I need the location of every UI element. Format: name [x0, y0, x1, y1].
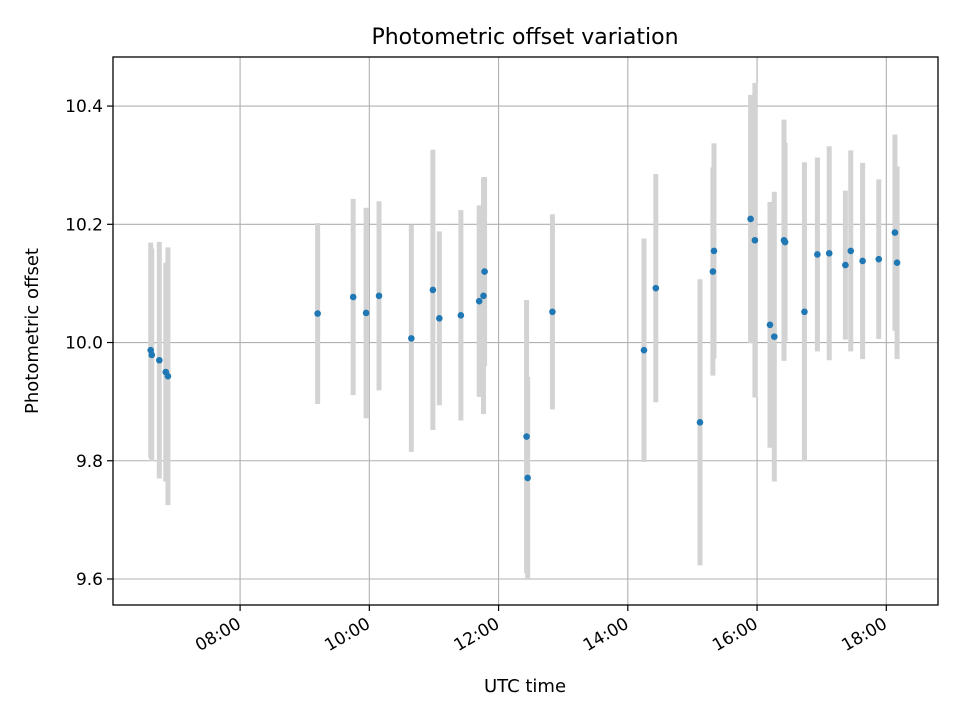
- data-point: [751, 236, 759, 244]
- data-point: [814, 251, 821, 258]
- data-point: [652, 284, 660, 292]
- data-point: [766, 321, 774, 329]
- data-point: [781, 238, 789, 246]
- y-tick-label: 10.0: [65, 334, 103, 354]
- data-point: [891, 229, 899, 236]
- y-axis-ticks: 9.6 9.8 10.0 10.2 10.4: [65, 97, 113, 590]
- data-point: [164, 372, 172, 380]
- data-point: [457, 312, 465, 319]
- y-axis-label: Photometric offset: [22, 248, 43, 414]
- data-point: [549, 308, 556, 316]
- data-point: [875, 255, 883, 263]
- data-point: [375, 292, 383, 300]
- y-tick-label: 10.2: [65, 215, 103, 235]
- y-tick-label: 9.8: [76, 452, 103, 472]
- data-point: [696, 419, 704, 426]
- data-point: [436, 314, 443, 322]
- data-points: [147, 215, 901, 482]
- data-point: [640, 346, 648, 354]
- data-point: [429, 286, 437, 294]
- data-point: [523, 433, 530, 440]
- data-point: [801, 308, 808, 316]
- y-tick-label: 10.4: [65, 97, 103, 117]
- data-point: [709, 268, 717, 275]
- data-point: [408, 335, 415, 342]
- data-point: [156, 356, 163, 364]
- data-point: [475, 297, 483, 305]
- data-point: [710, 247, 718, 255]
- data-point: [362, 309, 370, 317]
- data-point: [148, 351, 156, 359]
- grid-lines: [113, 57, 938, 605]
- data-point: [747, 215, 754, 223]
- data-point: [825, 249, 833, 257]
- data-point: [842, 261, 849, 269]
- data-point: [481, 268, 488, 275]
- data-point: [770, 333, 778, 340]
- chart-title: Photometric offset variation: [371, 25, 678, 50]
- x-axis-label: UTC time: [484, 676, 566, 697]
- data-point: [524, 474, 531, 482]
- plot-frame: [112, 56, 939, 606]
- data-point: [859, 257, 866, 265]
- data-point: [893, 259, 901, 267]
- data-point: [349, 293, 357, 301]
- data-point: [314, 310, 321, 317]
- y-tick-label: 9.6: [76, 570, 103, 590]
- data-point: [480, 292, 487, 300]
- data-point: [847, 247, 855, 255]
